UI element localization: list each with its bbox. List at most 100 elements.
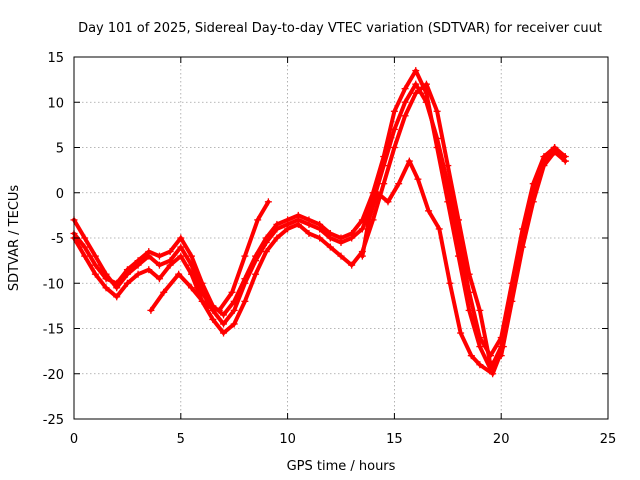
data-point <box>373 189 381 197</box>
data-point <box>465 270 473 278</box>
data-point <box>384 198 392 206</box>
data-point <box>91 261 99 269</box>
data-point <box>305 229 313 237</box>
data-point <box>284 225 292 233</box>
data-point <box>145 248 153 256</box>
data-point <box>177 243 185 251</box>
data-point <box>102 275 110 283</box>
data-point <box>215 306 223 314</box>
data-point <box>155 275 163 283</box>
data-point <box>358 216 366 224</box>
data-point <box>489 370 497 378</box>
series-band-d <box>148 199 271 313</box>
data-point <box>358 225 366 233</box>
data-point <box>412 80 420 88</box>
data-point <box>499 343 507 351</box>
data-point <box>160 288 168 296</box>
data-point <box>508 288 516 296</box>
data-point <box>326 229 334 237</box>
data-point <box>412 67 420 75</box>
data-point <box>405 157 413 165</box>
data-point <box>155 261 163 269</box>
data-point <box>316 220 324 228</box>
data-point <box>81 234 89 242</box>
data-point <box>123 266 131 274</box>
data-point <box>145 266 153 274</box>
data-point <box>390 144 398 151</box>
x-axis-label: GPS time / hours <box>287 459 396 474</box>
data-point <box>81 252 89 260</box>
series-band-c <box>72 68 568 372</box>
data-point <box>540 157 548 165</box>
data-point <box>465 306 473 314</box>
data-point <box>202 302 210 310</box>
data-point <box>476 343 484 351</box>
data-point <box>457 329 465 337</box>
y-tick-label: 5 <box>56 142 64 157</box>
data-point <box>348 229 356 237</box>
data-point <box>433 144 441 151</box>
data-point <box>147 306 155 314</box>
data-point <box>422 89 430 97</box>
data-point <box>380 180 388 188</box>
data-point <box>561 157 569 165</box>
data-point <box>348 261 356 269</box>
x-tick-label: 20 <box>493 432 510 447</box>
data-point <box>284 216 292 224</box>
data-point <box>414 175 422 183</box>
data-point <box>316 234 324 242</box>
y-tick-label: 0 <box>56 187 64 202</box>
data-point <box>155 252 163 260</box>
data-point <box>252 270 260 278</box>
data-layer <box>70 67 569 378</box>
data-point <box>444 162 452 170</box>
y-axis-label: SDTVAR / TECUs <box>7 185 22 292</box>
data-point <box>294 220 302 228</box>
data-point <box>220 329 228 337</box>
data-point <box>412 89 420 97</box>
data-point <box>113 293 121 301</box>
data-point <box>425 207 433 215</box>
data-point <box>264 198 272 206</box>
data-point <box>134 270 142 278</box>
data-point <box>446 279 454 287</box>
data-point <box>254 216 262 224</box>
data-point <box>228 288 236 296</box>
data-point <box>241 275 249 283</box>
data-point <box>209 315 217 323</box>
data-point <box>365 216 373 224</box>
data-point <box>476 306 484 314</box>
data-point <box>241 297 249 305</box>
chart-title: Day 101 of 2025, Sidereal Day-to-day VTE… <box>78 21 602 36</box>
data-point <box>454 216 462 224</box>
data-point <box>198 279 206 287</box>
data-point <box>519 234 527 242</box>
data-point <box>467 352 475 360</box>
data-point <box>175 270 183 278</box>
data-point <box>401 98 409 106</box>
data-point <box>187 252 195 260</box>
y-tick-label: -10 <box>43 277 64 292</box>
data-point <box>252 252 260 260</box>
data-point <box>337 252 345 260</box>
data-point <box>358 252 366 260</box>
data-point <box>529 189 537 197</box>
data-point <box>294 211 302 219</box>
data-point <box>102 284 110 292</box>
data-point <box>395 180 403 188</box>
y-tick-label: -25 <box>43 413 64 428</box>
series-band-a <box>72 82 568 358</box>
data-point <box>241 252 249 260</box>
data-point <box>435 225 443 233</box>
data-point <box>305 216 313 224</box>
data-point <box>390 107 398 115</box>
data-point <box>177 252 185 260</box>
y-tick-label: -20 <box>43 368 64 383</box>
data-point <box>326 243 334 251</box>
data-point <box>187 284 195 292</box>
x-tick-label: 25 <box>600 432 617 447</box>
data-point <box>401 112 409 120</box>
data-point <box>444 198 452 206</box>
data-point <box>230 320 238 328</box>
